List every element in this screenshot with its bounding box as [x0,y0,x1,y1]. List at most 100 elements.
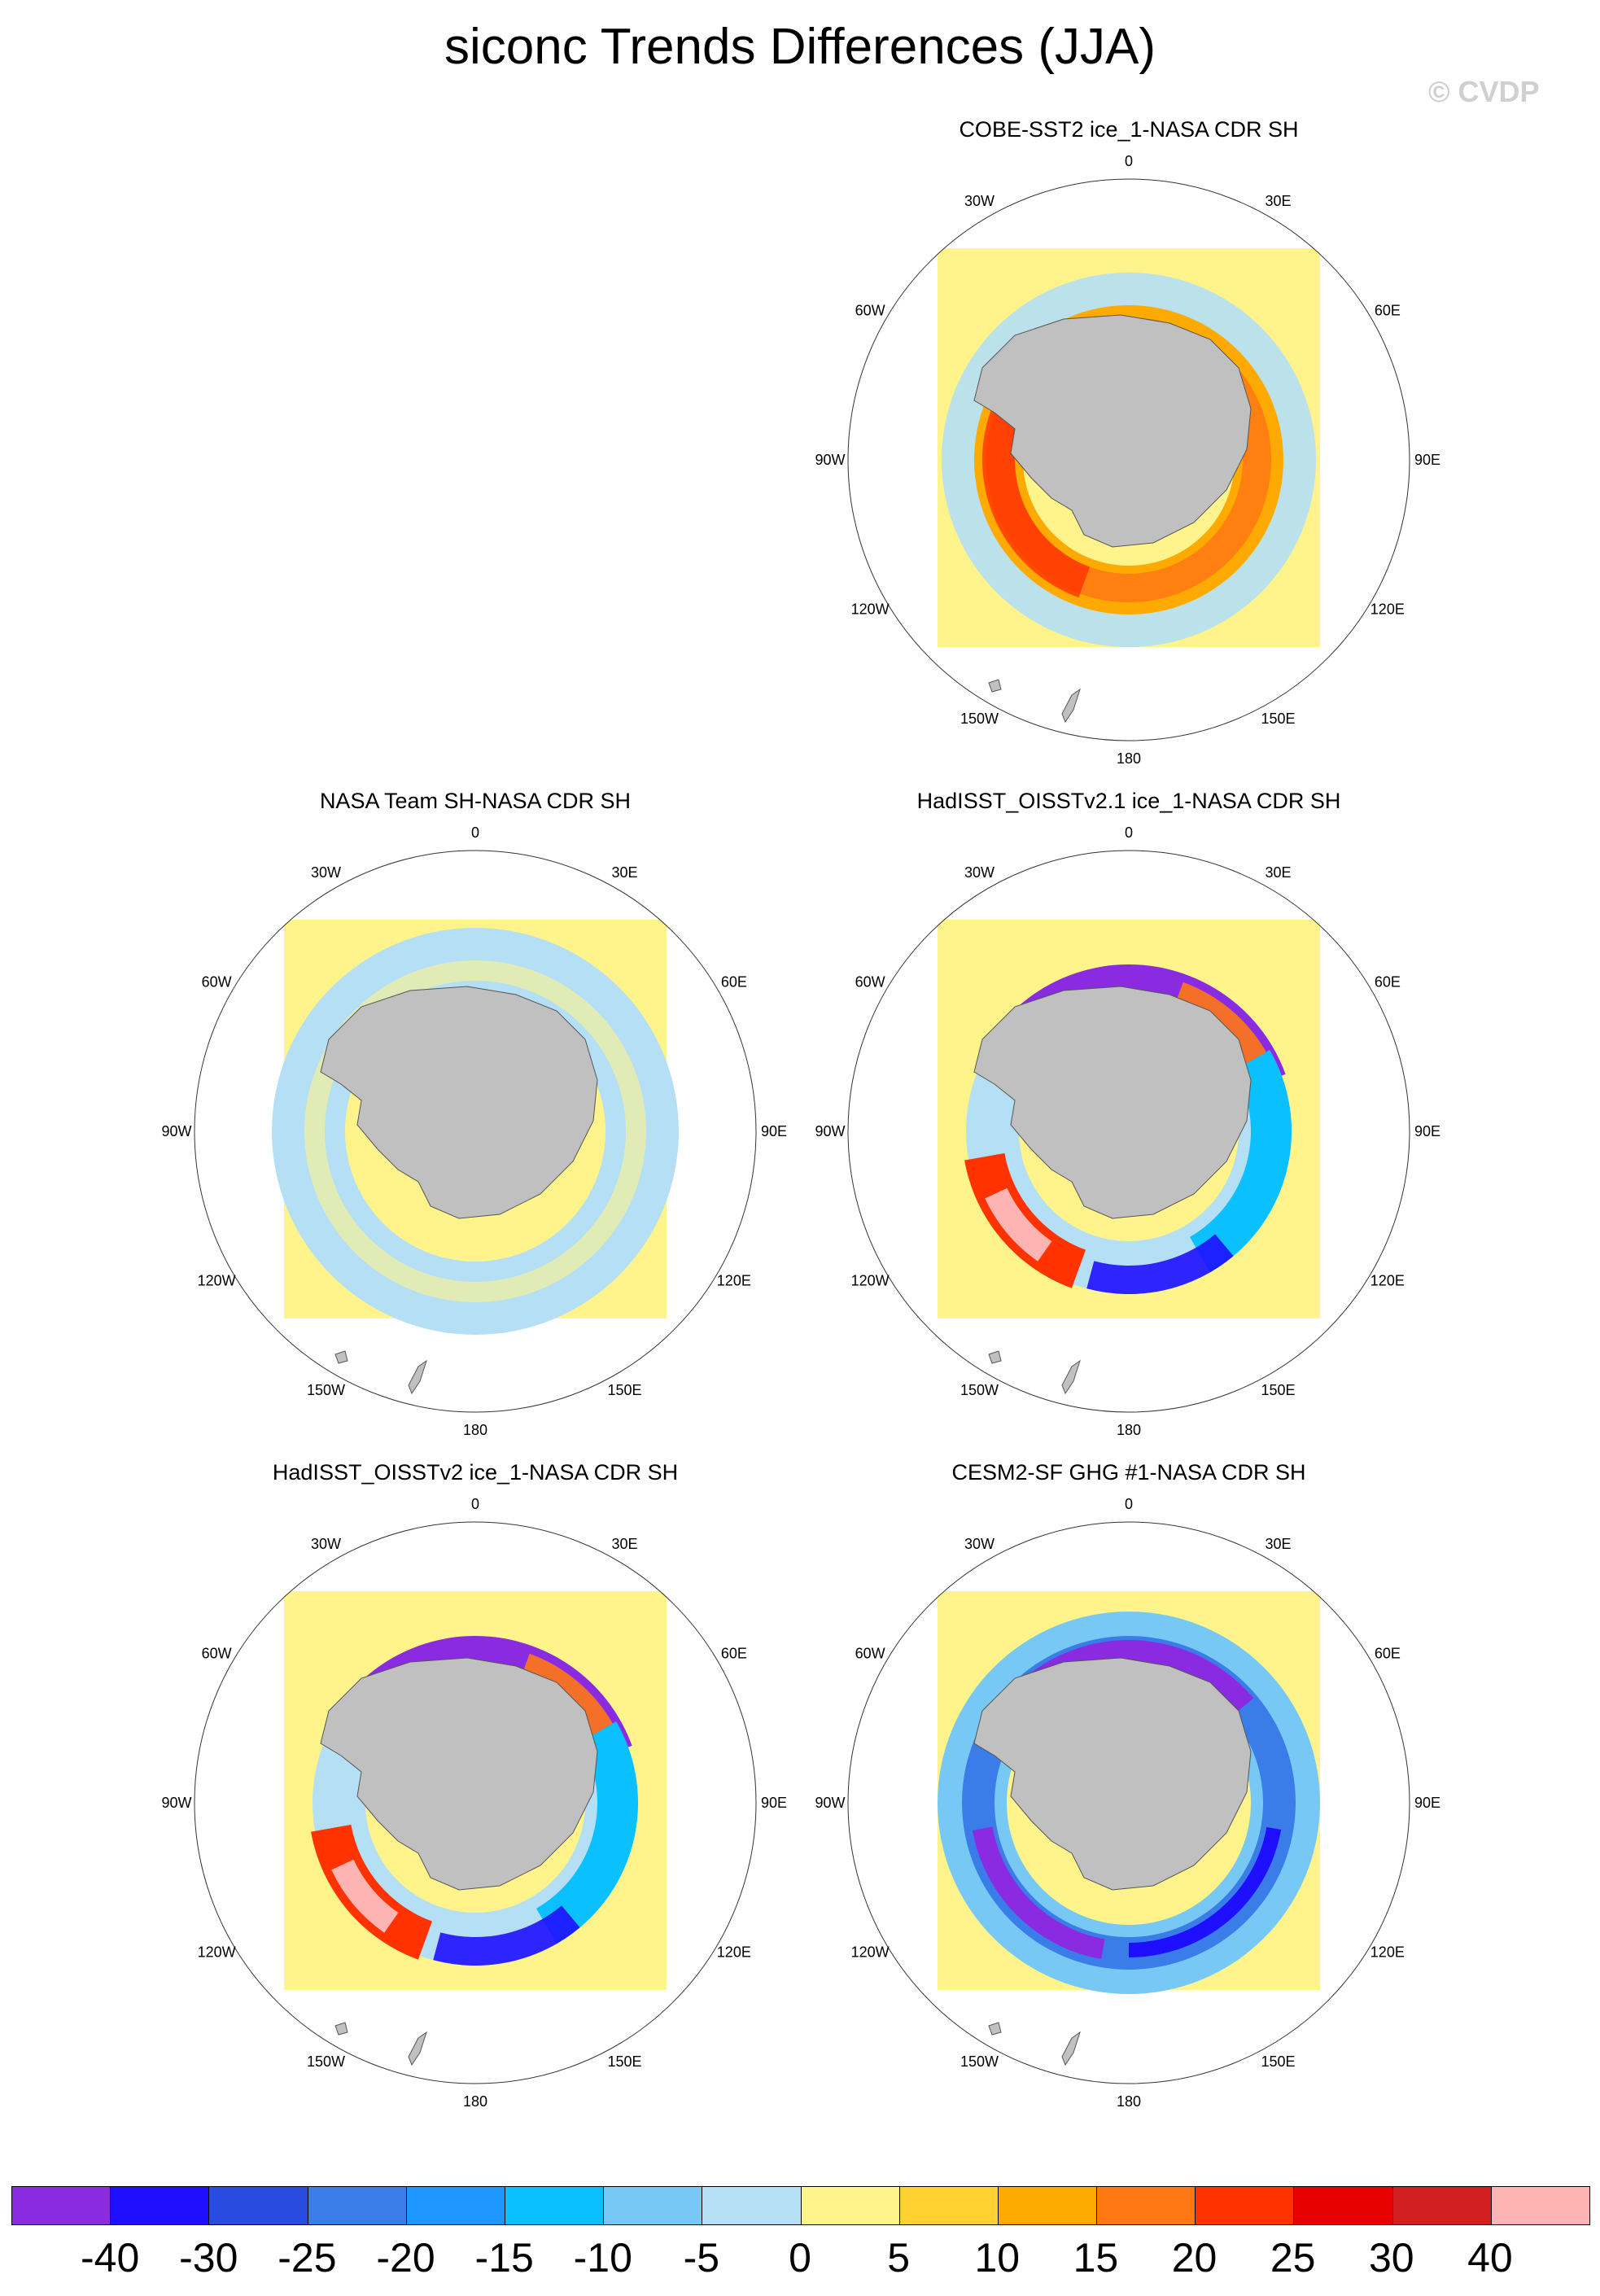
trend-region [1129,1826,1282,1957]
colorbar-swatch [406,2187,505,2224]
longitude-label: 90E [1414,1123,1440,1139]
map-border [847,178,1410,741]
longitude-label: 180 [1117,1422,1141,1438]
longitude-label: 60W [202,1646,232,1662]
colorbar-label: 25 [1270,2235,1316,2281]
colorbar-label: -10 [573,2235,632,2281]
map-panel-cobe-sst2: COBE-SST2 ice_1-NASA CDR SH 0 30E 60E 90E 12… [771,116,1487,767]
longitude-label: 30W [964,193,995,209]
colorbar-swatch [998,2187,1098,2224]
colorbar-label: 10 [974,2235,1021,2281]
colorbar-label: -30 [179,2235,238,2281]
cvdp-watermark: © CVDP [1428,75,1540,108]
longitude-label: 60W [855,974,885,991]
new-zealand-landmass [408,1359,427,1395]
longitude-label: 120W [198,1944,236,1961]
map-border [847,850,1410,1413]
longitude-label: 30E [611,864,637,881]
map-border [194,850,757,1413]
panel-title: NASA Team SH-NASA CDR SH [319,789,632,813]
longitude-label: 60E [1375,974,1401,991]
colorbar-label: 30 [1368,2235,1414,2281]
panel-title: HadISST_OISSTv2.1 ice_1-NASA CDR SH [916,789,1341,813]
longitude-label: 0 [1125,153,1133,169]
colorbar-label: 5 [887,2235,911,2281]
colorbar-label: 40 [1467,2235,1513,2281]
new-zealand-landmass [1061,2031,1081,2066]
longitude-label: 0 [1125,1496,1133,1512]
south-america-landmass [799,311,840,364]
colorbar-swatch [308,2187,407,2224]
trend-region [1190,1050,1292,1273]
longitude-label: 150E [1261,1382,1295,1398]
polar-map: 0 30E 60E 90E 120E 150E 180 150W 120W 90W 60W 30W [146,1496,787,2110]
new-zealand-landmass [1061,1359,1081,1395]
colorbar-swatch [899,2187,999,2224]
longitude-label: 60E [1375,303,1401,319]
antarctica-landmass [320,986,598,1219]
colorbar-swatch [801,2187,900,2224]
panel-title: CESM2-SF GHG #1-NASA CDR SH [951,1460,1306,1485]
colorbar-label: 15 [1073,2235,1119,2281]
longitude-label: 90W [161,1795,191,1811]
colorbar-swatch [209,2187,308,2224]
longitude-label: 120E [1370,1273,1405,1289]
longitude-label: 120W [851,1944,890,1961]
polar-map: 0 30E 60E 90E 120E 150E 180 150W 120W 90W 60W 30W [799,824,1440,1438]
longitude-label: 120E [1370,1944,1405,1961]
longitude-label: 150E [1261,711,1295,727]
colorbar-label: -5 [683,2235,720,2281]
polar-map: 0 30E 60E 90E 120E 150E 180 150W 120W 90W 60W 30W [815,1496,1440,2110]
longitude-label: 30E [1265,1536,1291,1552]
colorbar-label: -15 [474,2235,534,2281]
colorbar-labels: -40 -30 -25 -20 -15 -10 -5 0 5 10 15 20 25 30 40 [11,2233,1589,2282]
colorbar-swatch [505,2187,605,2224]
longitude-label: 90W [815,452,845,468]
longitude-label: 0 [471,1496,479,1512]
longitude-label: 150E [607,1382,641,1398]
longitude-label: 150W [307,2053,345,2070]
trend-region [331,1859,399,1933]
map-border [847,1521,1410,2084]
colorbar-swatch [604,2187,703,2224]
south-america-landmass [146,1654,186,1707]
longitude-label: 150E [607,2053,641,2070]
new-zealand-landmass [408,2031,427,2066]
longitude-label: 60W [855,303,885,319]
colorbar [11,2186,1590,2225]
longitude-label: 30E [1265,193,1291,209]
map-panel-hadisst-oisstv2: HadISST_OISSTv2 ice_1-NASA CDR SH 0 30E 60… [117,1459,833,2110]
trend-region [536,1721,638,1944]
colorbar-label: 0 [789,2235,811,2281]
colorbar-label: -25 [278,2235,337,2281]
longitude-label: 120W [851,1273,890,1289]
trend-region [985,1187,1052,1262]
longitude-label: 90E [1414,1795,1440,1811]
longitude-label: 150W [307,1382,345,1398]
antarctica-landmass [320,1657,598,1891]
colorbar-swatch [1491,2187,1589,2224]
south-america-landmass [799,982,840,1035]
longitude-label: 180 [1117,2093,1141,2110]
colorbar-label: -40 [80,2235,140,2281]
colorbar-swatch [1294,2187,1393,2224]
longitude-label: 90E [761,1123,787,1139]
longitude-label: 150W [960,711,999,727]
trend-region [1086,1234,1234,1294]
colorbar-swatch [1392,2187,1492,2224]
longitude-label: 30W [964,864,995,881]
antarctica-landmass [973,1657,1252,1891]
longitude-label: 60E [721,974,747,991]
tasmania-landmass [334,2022,348,2036]
colorbar-label: 20 [1171,2235,1217,2281]
longitude-label: 120E [1370,601,1405,618]
antarctica-landmass [973,314,1252,548]
longitude-label: 150W [960,2053,999,2070]
longitude-label: 120E [717,1273,751,1289]
longitude-label: 30E [611,1536,637,1552]
longitude-label: 60W [855,1646,885,1662]
longitude-label: 60E [721,1646,747,1662]
trend-region [987,1640,1254,1734]
colorbar-label: -20 [376,2235,435,2281]
longitude-label: 180 [1117,750,1141,767]
